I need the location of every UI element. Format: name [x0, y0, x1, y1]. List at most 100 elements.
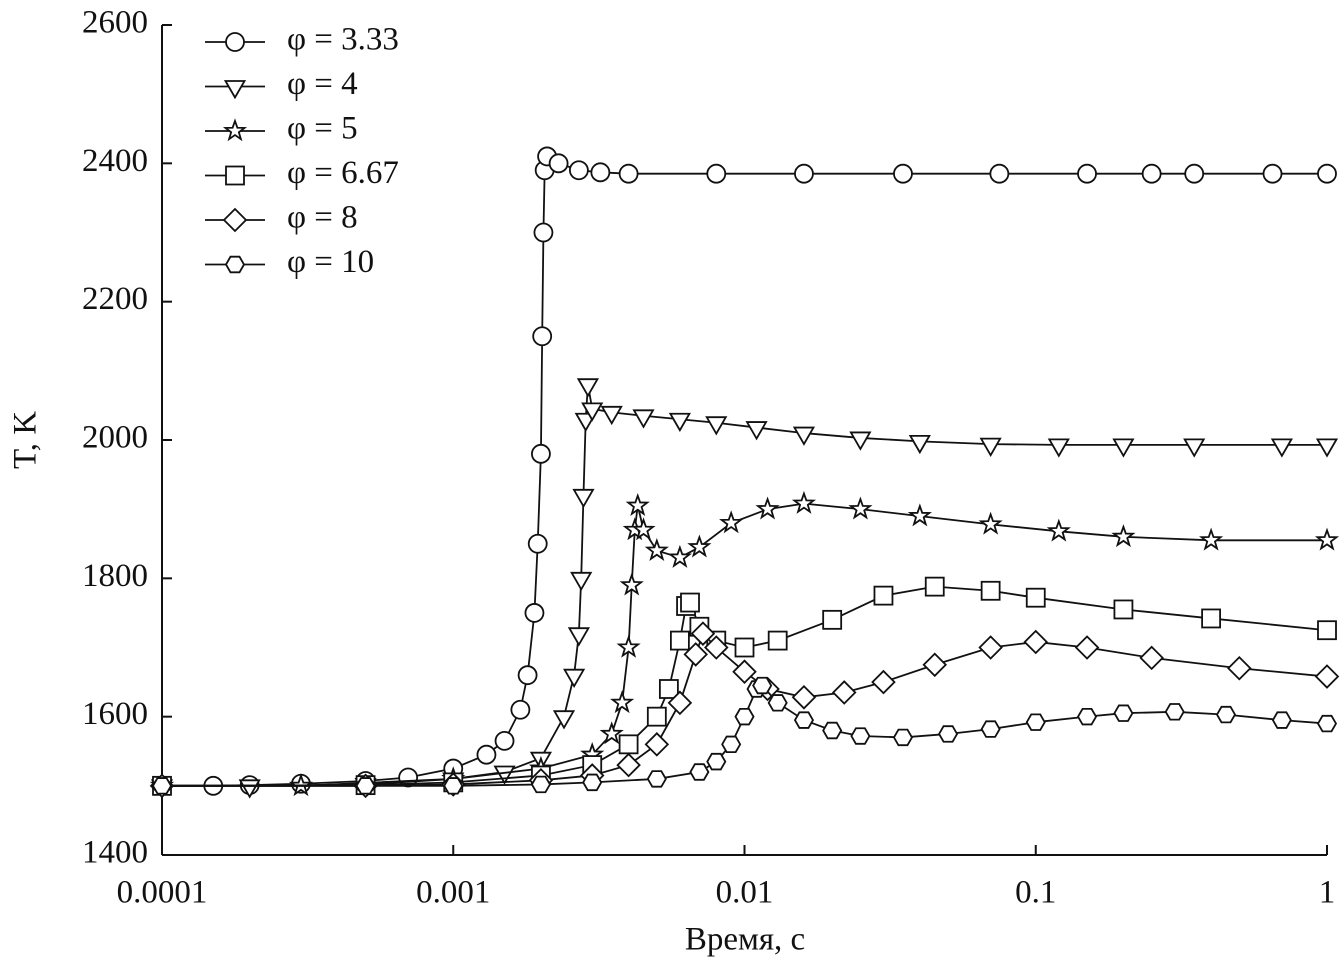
- marker: [667, 690, 693, 716]
- marker: [1183, 438, 1206, 458]
- marker: [625, 493, 650, 516]
- marker: [690, 621, 716, 646]
- marker: [355, 777, 376, 795]
- marker: [908, 434, 931, 455]
- marker: [646, 770, 667, 788]
- x-axis-label: Время, с: [685, 922, 805, 958]
- marker: [892, 728, 913, 747]
- legend-label: φ = 6.67: [287, 155, 399, 191]
- legend-label: φ = 5: [287, 111, 358, 147]
- marker: [1074, 635, 1100, 660]
- marker: [706, 163, 727, 184]
- marker: [631, 517, 656, 541]
- marker: [873, 585, 894, 606]
- marker: [791, 490, 817, 514]
- marker: [1113, 599, 1134, 620]
- marker: [938, 725, 959, 743]
- marker: [734, 637, 755, 658]
- marker: [907, 503, 932, 527]
- marker: [572, 488, 595, 509]
- y-tick-label: 2000: [82, 420, 148, 456]
- marker: [1227, 655, 1252, 681]
- marker: [767, 694, 788, 712]
- marker: [610, 690, 635, 714]
- marker: [548, 153, 569, 174]
- marker: [980, 720, 1001, 738]
- marker: [510, 699, 531, 720]
- marker: [1112, 438, 1135, 458]
- marker: [644, 537, 669, 561]
- marker: [618, 734, 639, 755]
- legend-label: φ = 4: [287, 66, 358, 102]
- marker: [791, 685, 817, 710]
- marker: [924, 576, 945, 597]
- y-tick-label: 2600: [82, 5, 148, 41]
- marker: [719, 510, 744, 534]
- marker: [619, 572, 644, 596]
- marker: [493, 765, 516, 785]
- legend-label: φ = 3.33: [287, 22, 399, 58]
- marker: [1315, 438, 1339, 458]
- marker: [618, 163, 639, 184]
- marker: [848, 496, 873, 520]
- y-tick-label: 1600: [82, 696, 148, 732]
- x-tick-label: 0.001: [416, 875, 490, 911]
- series-line: [162, 684, 1328, 787]
- marker: [582, 773, 603, 792]
- marker: [1139, 645, 1164, 671]
- marker: [476, 744, 497, 765]
- marker: [552, 710, 576, 730]
- marker: [706, 752, 727, 771]
- marker: [590, 162, 611, 183]
- legend-marker: [223, 80, 247, 100]
- legend-label: φ = 8: [287, 200, 358, 236]
- marker: [599, 721, 624, 745]
- marker: [1201, 608, 1221, 629]
- marker: [871, 669, 896, 695]
- marker: [687, 534, 712, 558]
- marker: [1262, 163, 1283, 184]
- legend-label: φ = 10: [287, 244, 374, 280]
- marker: [794, 163, 814, 184]
- marker: [616, 634, 641, 658]
- x-tick-label: 0.01: [716, 875, 774, 911]
- marker: [893, 163, 913, 184]
- series-line: [162, 384, 1327, 787]
- y-axis-label: T, K: [8, 411, 44, 469]
- marker: [831, 680, 857, 705]
- marker: [978, 511, 1003, 535]
- marker: [658, 679, 679, 699]
- marker: [849, 431, 872, 451]
- marker: [1077, 163, 1097, 184]
- marker: [755, 496, 780, 520]
- marker: [1270, 438, 1293, 458]
- marker: [524, 603, 545, 623]
- marker: [732, 659, 757, 684]
- marker: [683, 642, 708, 667]
- marker: [1314, 664, 1340, 689]
- marker: [822, 609, 843, 630]
- marker: [1023, 629, 1049, 655]
- legend-marker: [224, 255, 246, 274]
- marker: [531, 443, 551, 464]
- marker: [533, 222, 554, 243]
- marker: [1164, 703, 1185, 721]
- marker: [238, 779, 261, 799]
- legend-marker: [225, 32, 245, 52]
- marker: [1271, 711, 1292, 729]
- marker: [1076, 707, 1098, 726]
- marker: [632, 409, 655, 429]
- marker: [734, 707, 755, 726]
- marker: [1314, 527, 1340, 551]
- marker: [644, 732, 670, 757]
- marker: [567, 627, 590, 647]
- marker: [704, 635, 729, 660]
- marker: [680, 592, 700, 613]
- marker: [1317, 163, 1337, 184]
- marker: [1141, 163, 1162, 184]
- marker: [563, 668, 586, 688]
- legend-marker: [225, 165, 245, 186]
- marker: [494, 730, 515, 751]
- marker: [989, 163, 1010, 184]
- marker: [822, 721, 843, 740]
